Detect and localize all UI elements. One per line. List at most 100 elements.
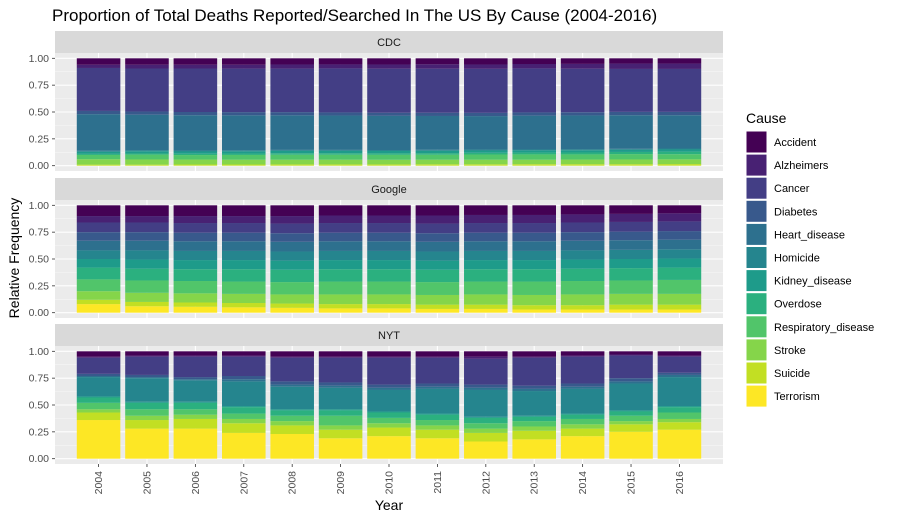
bar-segment-cdc-2013-accident [512, 58, 556, 65]
bar-segment-google-2008-stroke [270, 294, 314, 304]
legend-swatch [745, 269, 768, 293]
facet-strip-label: CDC [377, 37, 401, 49]
y-tick-label: 0.75 [29, 80, 50, 92]
bar-segment-nyt-2015-accident [609, 351, 653, 355]
bar-segment-nyt-2011-accident [415, 351, 460, 357]
bar-segment-google-2014-stroke [560, 294, 605, 306]
bar-segment-google-2010-alzheimers [367, 215, 411, 224]
bar-segment-cdc-2010-respiratory_disease [367, 154, 411, 160]
bar-segment-nyt-2007-heart_disease [222, 379, 266, 382]
bar-segment-cdc-2008-diabetes [270, 112, 314, 116]
bar-segment-google-2006-terrorism [173, 306, 218, 313]
bar-segment-google-2009-accident [318, 205, 363, 216]
bar-segment-nyt-2016-homicide [657, 377, 702, 407]
bar-segment-google-2005-kidney_disease [125, 259, 169, 269]
bar-segment-nyt-2012-homicide [464, 389, 508, 417]
bar-segment-google-2008-accident [270, 205, 314, 217]
bar-segment-cdc-2006-overdose [173, 153, 218, 156]
legend-label: Heart_disease [774, 229, 845, 241]
legend-label: Homicide [774, 253, 820, 265]
bar-segment-cdc-2011-accident [415, 58, 460, 65]
bar-segment-google-2016-diabetes [657, 231, 702, 240]
bar-segment-nyt-2011-terrorism [415, 438, 460, 459]
bar-segment-google-2009-overdose [318, 269, 363, 282]
bar-segment-google-2011-suicide [415, 304, 460, 309]
bar-segment-google-2009-suicide [318, 304, 363, 309]
bar-segment-cdc-2007-accident [222, 58, 266, 65]
legend-swatch [745, 176, 768, 200]
bar-segment-google-2012-homicide [464, 250, 508, 261]
facet-strip [55, 31, 723, 53]
bar-segment-nyt-2014-cancer [560, 356, 605, 384]
bar-segment-nyt-2010-kidney_disease [367, 411, 411, 413]
bar-segment-nyt-2006-heart_disease [173, 379, 218, 381]
bar-segment-nyt-2006-terrorism [173, 428, 218, 459]
bar-segment-google-2009-kidney_disease [318, 260, 363, 270]
bar-segment-nyt-2006-suicide [173, 418, 218, 429]
bar-segment-nyt-2015-respiratory_disease [609, 415, 653, 422]
bar-segment-cdc-2007-cancer [222, 68, 266, 113]
bar-segment-google-2004-overdose [76, 267, 121, 280]
bar-segment-google-2015-suicide [609, 304, 653, 310]
facet-strip [55, 178, 723, 200]
bar-segment-cdc-2007-kidney_disease [222, 151, 266, 154]
bar-segment-cdc-2004-cancer [76, 67, 121, 111]
bar-segment-cdc-2015-respiratory_disease [609, 154, 653, 160]
bar-segment-nyt-2005-diabetes [125, 374, 169, 378]
legend-swatch [745, 361, 768, 385]
bar-segment-google-2009-alzheimers [318, 215, 363, 224]
bar-segment-nyt-2014-stroke [560, 424, 605, 429]
bar-segment-nyt-2010-terrorism [367, 436, 411, 459]
bar-segment-cdc-2009-suicide [318, 164, 363, 166]
bar-segment-google-2004-heart_disease [76, 240, 121, 251]
bar-segment-google-2016-kidney_disease [657, 258, 702, 268]
bar-segment-nyt-2013-respiratory_disease [512, 421, 556, 427]
bar-segment-google-2016-terrorism [657, 309, 702, 313]
bar-segment-google-2009-homicide [318, 250, 363, 261]
bar-segment-cdc-2005-respiratory_disease [125, 154, 169, 160]
bar-segment-cdc-2006-cancer [173, 68, 218, 112]
bar-segment-cdc-2014-accident [560, 58, 605, 64]
bar-segment-nyt-2014-kidney_disease [560, 413, 605, 415]
bar-segment-google-2008-homicide [270, 251, 314, 261]
bar-segment-nyt-2009-alzheimers [318, 356, 363, 358]
y-tick-label: 0.00 [29, 307, 50, 319]
legend-swatch [745, 338, 768, 362]
bar-segment-cdc-2007-homicide [222, 150, 266, 152]
bar-segment-nyt-2006-cancer [173, 356, 218, 378]
bar-segment-google-2013-suicide [512, 305, 556, 310]
bar-segment-cdc-2011-diabetes [415, 112, 460, 116]
bar-segment-google-2006-overdose [173, 269, 218, 282]
bar-segment-cdc-2005-heart_disease [125, 114, 169, 151]
bar-segment-nyt-2008-overdose [270, 410, 314, 416]
bar-segment-cdc-2010-accident [367, 58, 411, 65]
x-tick-label: 2005 [141, 471, 153, 495]
bar-segment-google-2006-homicide [173, 250, 218, 261]
bar-segment-google-2015-homicide [609, 249, 653, 259]
bar-segment-nyt-2016-suicide [657, 422, 702, 430]
bar-segment-cdc-2011-homicide [415, 149, 460, 151]
bar-segment-nyt-2014-suicide [560, 428, 605, 437]
bar-segment-google-2006-stroke [173, 293, 218, 303]
bar-segment-cdc-2015-stroke [609, 159, 653, 165]
bar-segment-cdc-2010-homicide [367, 150, 411, 151]
bar-segment-google-2010-heart_disease [367, 241, 411, 251]
bar-segment-google-2016-suicide [657, 304, 702, 310]
bar-segment-nyt-2014-terrorism [560, 436, 605, 459]
legend-item-suicide: Suicide [745, 361, 810, 385]
bar-segment-google-2008-cancer [270, 223, 314, 234]
bar-segment-google-2013-kidney_disease [512, 260, 556, 270]
bar-segment-nyt-2008-accident [270, 351, 314, 357]
bar-segment-cdc-2016-diabetes [657, 111, 702, 116]
bar-segment-nyt-2015-overdose [609, 411, 653, 416]
y-axis-title: Relative Frequency [6, 198, 22, 319]
bar-segment-cdc-2006-alzheimers [173, 64, 218, 69]
bar-segment-cdc-2014-overdose [560, 152, 605, 155]
bar-segment-cdc-2013-diabetes [512, 112, 556, 116]
bar-segment-google-2012-diabetes [464, 232, 508, 242]
bar-segment-google-2016-homicide [657, 249, 702, 259]
bar-segment-cdc-2014-respiratory_disease [560, 154, 605, 160]
bar-segment-nyt-2005-alzheimers [125, 355, 169, 357]
bar-segment-cdc-2013-respiratory_disease [512, 154, 556, 160]
bar-segment-nyt-2007-alzheimers [222, 355, 266, 357]
